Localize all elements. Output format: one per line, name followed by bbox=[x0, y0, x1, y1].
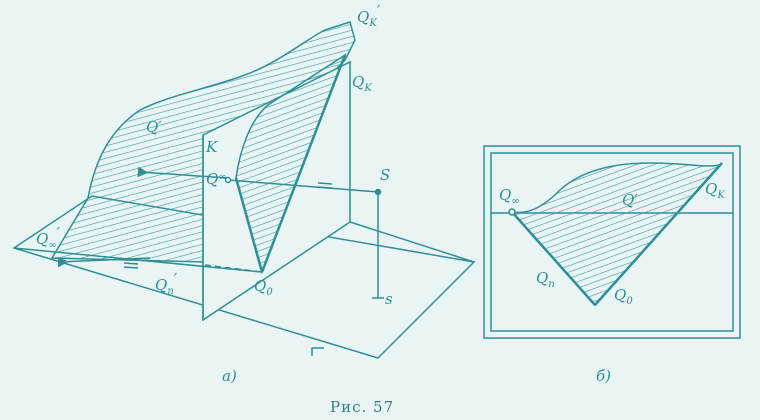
right-label-q0: Q bbox=[614, 286, 626, 304]
label-q0: Q bbox=[254, 277, 266, 295]
label-qn-prime: Q bbox=[155, 276, 167, 294]
svg-text:Q∞: Q∞ bbox=[499, 186, 520, 207]
parallel-mark-2 bbox=[317, 186, 333, 189]
panel-label-a: а) bbox=[222, 367, 237, 385]
ray-arrow-upper bbox=[137, 166, 229, 179]
ground-trace-line bbox=[13, 247, 263, 273]
parallel-mark-4 bbox=[123, 266, 139, 269]
parallel-mark-3 bbox=[123, 262, 139, 265]
panel-label-b: б) bbox=[596, 367, 611, 385]
right-label-q-prime: Q′ bbox=[622, 191, 638, 209]
label-q-inf-prime: Q bbox=[36, 230, 48, 248]
svg-text:Q∞′: Q∞′ bbox=[36, 224, 61, 251]
svg-text:Qп: Qп bbox=[536, 269, 555, 290]
svg-text:Q∞: Q∞ bbox=[206, 170, 227, 188]
right-label-q-inf: Q bbox=[499, 186, 511, 204]
label-q-prime: Q′ bbox=[146, 118, 162, 136]
ray-to-q-inf bbox=[227, 179, 379, 193]
frame-outer bbox=[483, 145, 741, 339]
label-s-upper: S bbox=[380, 166, 390, 184]
label-qk: Q bbox=[352, 73, 364, 91]
right-figure bbox=[483, 145, 741, 339]
frame-inner bbox=[490, 152, 734, 332]
svg-text:QK′: QK′ bbox=[357, 2, 381, 29]
svg-text:Qп′: Qп′ bbox=[155, 270, 178, 297]
svg-text:QK: QK bbox=[705, 180, 725, 201]
right-label-qk: Q bbox=[705, 180, 717, 198]
point-s bbox=[374, 188, 382, 196]
triangle-edge-left bbox=[234, 177, 264, 273]
right-edge-left bbox=[511, 211, 596, 306]
hatched-triangle-region bbox=[235, 53, 347, 275]
left-labels: QK′ QK K Q′ Q∞ S Q∞′ Qп′ Q0 s а) bbox=[36, 2, 393, 385]
svg-text:QK: QK bbox=[352, 73, 372, 94]
ray-arrow-lower bbox=[57, 256, 151, 268]
right-point-q-inf bbox=[508, 208, 516, 216]
svg-text:Q0: Q0 bbox=[254, 277, 273, 298]
label-qk-prime: Q bbox=[357, 8, 369, 26]
triangle-edge-right bbox=[260, 54, 347, 273]
label-s-lower: s bbox=[385, 290, 393, 308]
right-angle-mark bbox=[311, 347, 324, 356]
parallel-mark-1 bbox=[317, 182, 333, 185]
svg-text:Q0: Q0 bbox=[614, 286, 633, 307]
left-figure bbox=[12, 21, 476, 359]
point-q-inf bbox=[224, 176, 232, 184]
right-edge-right bbox=[594, 162, 723, 306]
label-q-inf: Q bbox=[206, 170, 218, 188]
label-k: K bbox=[205, 138, 218, 156]
right-wall-edge bbox=[349, 221, 475, 263]
figure-caption: Рис. 57 bbox=[330, 398, 394, 416]
right-labels: Q∞ Q′ QK Qп Q0 б) bbox=[499, 180, 725, 385]
right-label-qn: Q bbox=[536, 269, 548, 287]
